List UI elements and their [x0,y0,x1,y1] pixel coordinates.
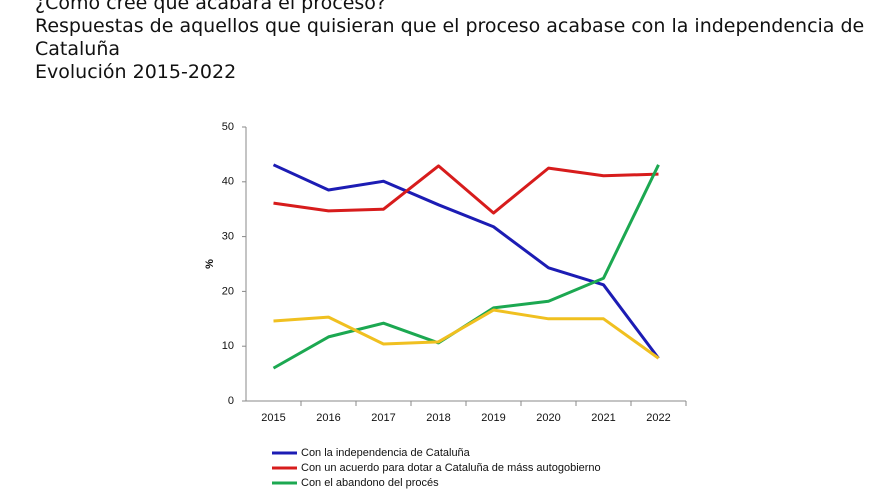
y-tick-label: 30 [222,231,234,243]
legend-label: Con la independencia de Cataluña [301,447,471,459]
line-series [272,163,660,360]
legend-label: Con el abandono del procés [301,477,439,489]
line-series [273,308,660,360]
y-tick-label: 20 [222,285,234,297]
x-tick-label: 2018 [426,412,450,424]
y-axis-label: % [204,259,216,269]
y-tick-label: 40 [222,176,234,188]
line-series [272,164,660,370]
chart-subtitle: Evolución 2015-2022 [35,61,237,83]
line-series [273,164,659,215]
chart-subtitle: Respuestas de aquellos que quisieran que… [35,15,865,60]
titles: ¿Cómo cree que acabará el proceso? Respu… [35,0,875,84]
x-tick-label: 2020 [536,412,560,424]
y-tick-label: 0 [228,395,234,407]
x-tick-label: 2021 [591,412,615,424]
legend-label: Con un acuerdo para dotar a Cataluña de … [301,462,601,474]
x-tick-label: 2017 [371,412,395,424]
chart-title: ¿Cómo cree que acabará el proceso? [35,0,386,14]
y-tick-label: 50 [222,121,234,133]
x-tick-label: 2019 [481,412,505,424]
x-tick-label: 2015 [261,412,285,424]
x-tick-label: 2016 [316,412,340,424]
y-tick-label: 10 [222,340,234,352]
x-tick-label: 2022 [646,412,670,424]
